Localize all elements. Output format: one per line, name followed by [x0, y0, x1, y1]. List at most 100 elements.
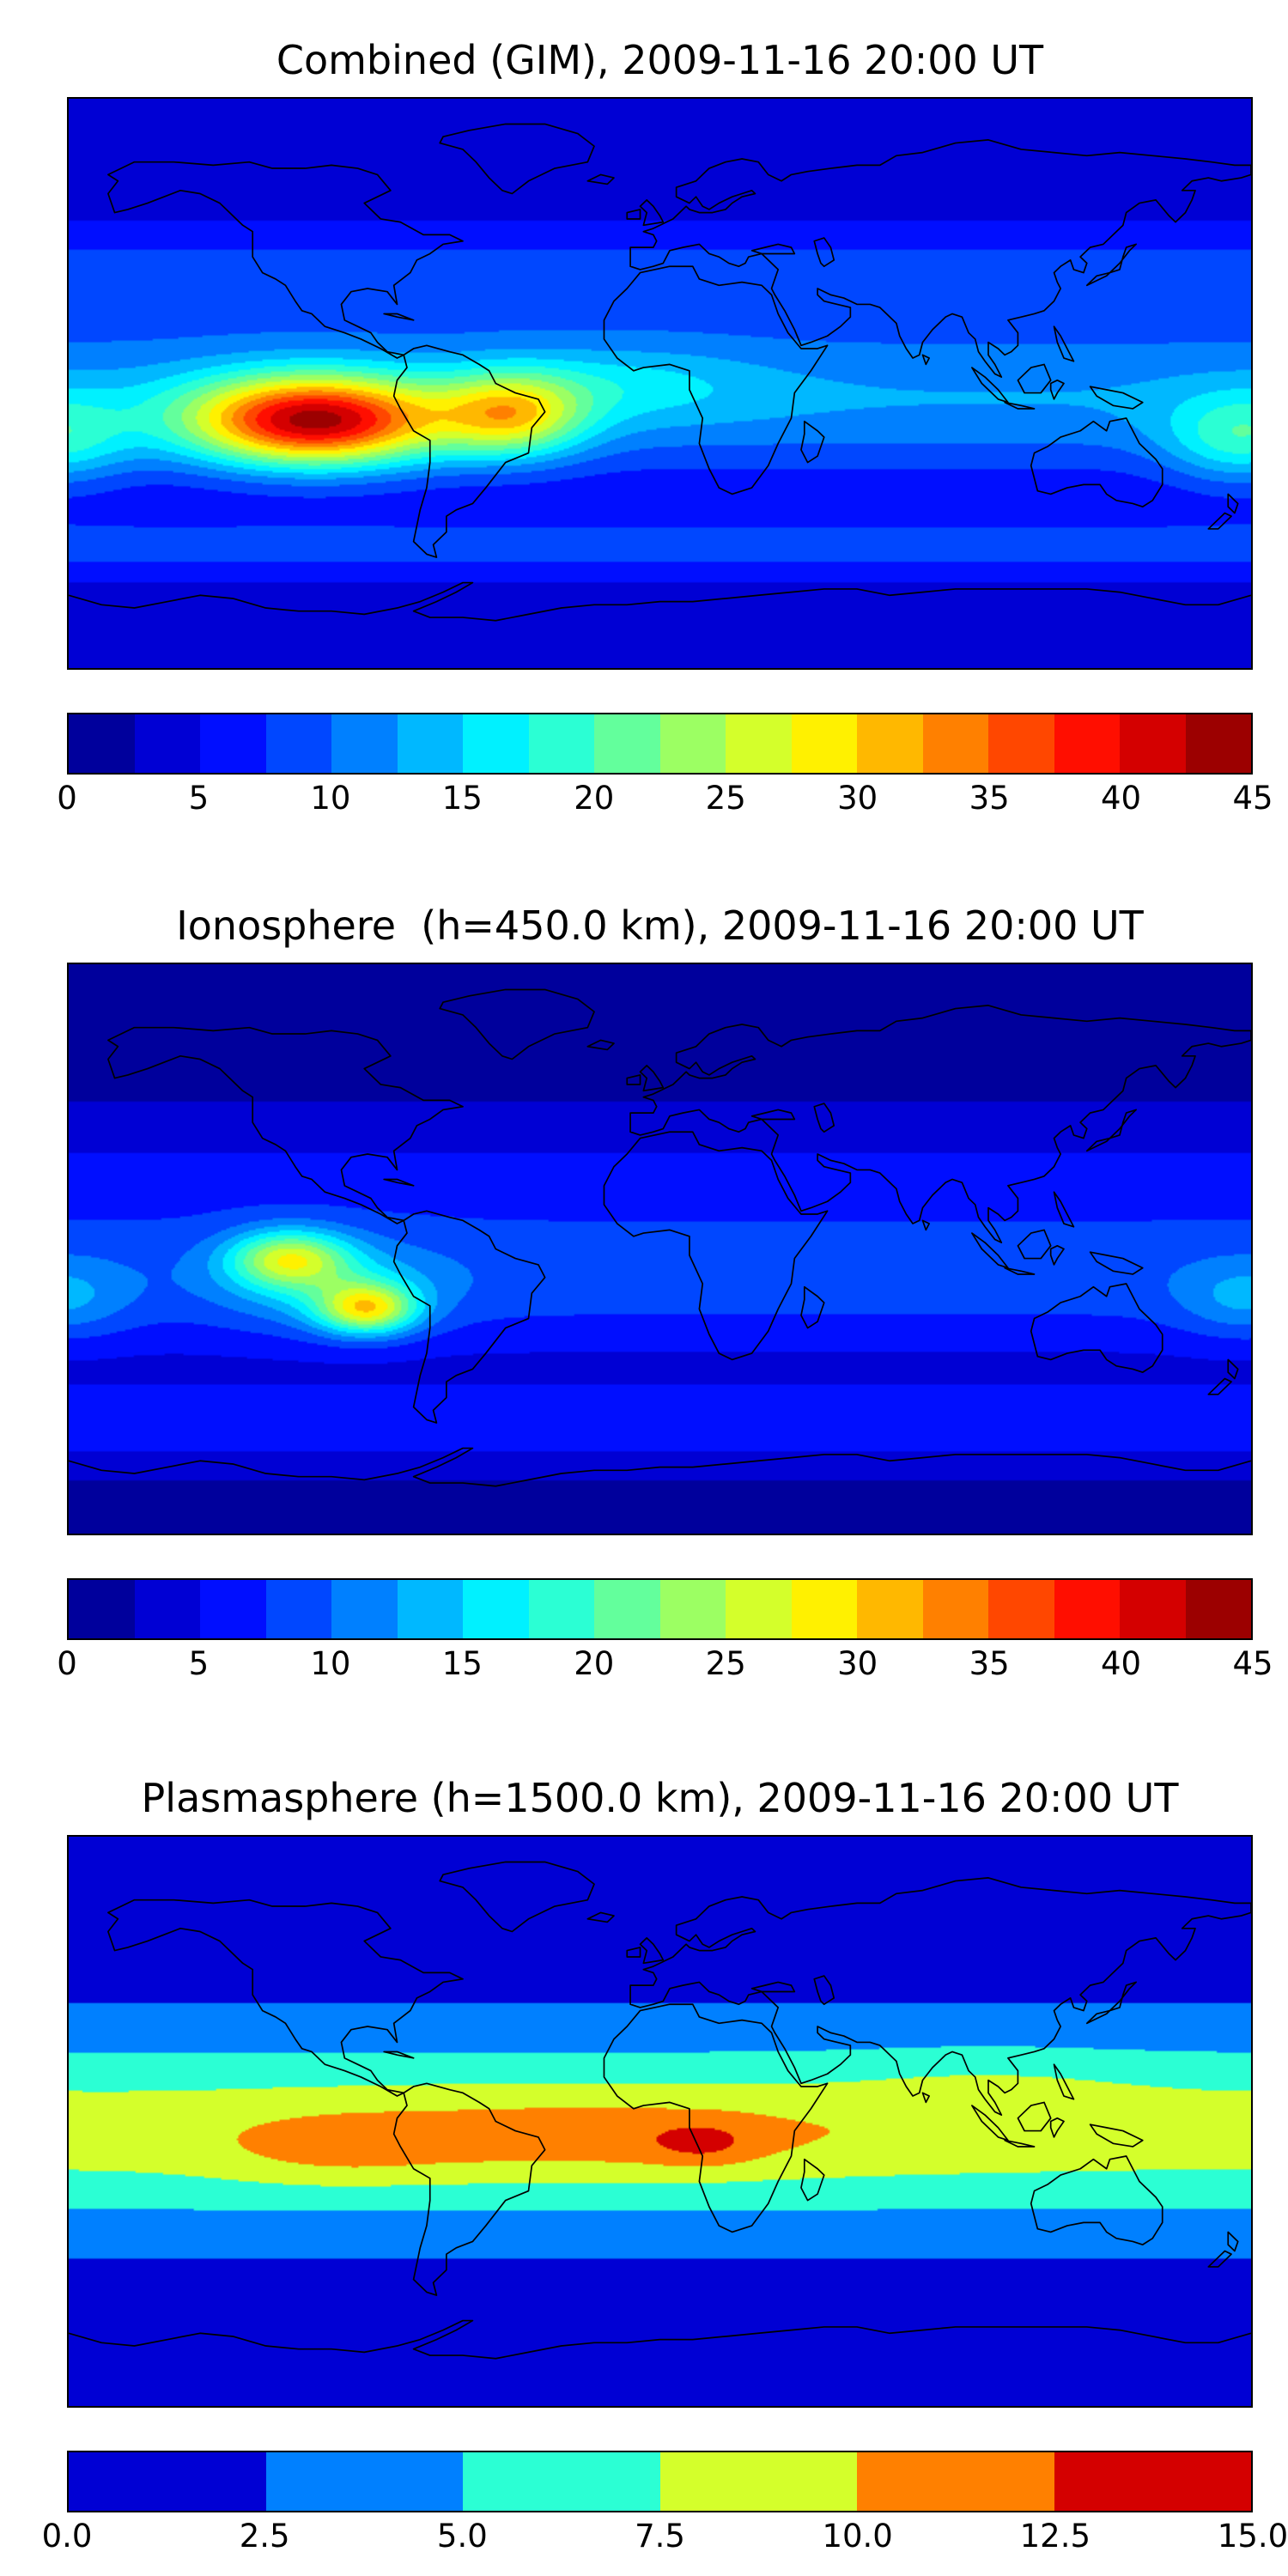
- colorbar-segment: [69, 714, 135, 773]
- coastline-path: [69, 583, 1251, 621]
- coastline-path: [1228, 1359, 1237, 1378]
- coastline-path: [972, 1233, 1008, 1268]
- coastline-path: [1054, 2064, 1074, 2099]
- tick-label: 5.0: [436, 2518, 488, 2555]
- colorbar-segment: [265, 1580, 331, 1638]
- coastline-path: [1051, 380, 1064, 399]
- coastline-path: [627, 210, 640, 219]
- tick-label: 40: [1101, 780, 1142, 817]
- panel-title-plasmasphere: Plasmasphere (h=1500.0 km), 2009-11-16 2…: [141, 1775, 1179, 1821]
- coastline-path: [604, 1132, 827, 1359]
- coastline-path: [587, 1040, 614, 1049]
- colorbar-segment: [1054, 714, 1120, 773]
- colorbar-segment: [1120, 714, 1186, 773]
- colorbar-ticks-ionosphere: 0 5 10 15 20 25 30 35 40 45: [57, 1645, 1273, 1686]
- coastline-path: [752, 244, 795, 253]
- colorbar-combined: [67, 713, 1253, 775]
- tick-label: 40: [1101, 1645, 1142, 1682]
- coastline-path: [1051, 1246, 1064, 1265]
- coastline-overlay: [69, 1837, 1251, 2406]
- tick-label: 15: [441, 1645, 483, 1682]
- coastline-path: [1091, 1252, 1143, 1274]
- colorbar-segment: [659, 1580, 726, 1638]
- coastline-path: [1091, 386, 1143, 409]
- colorbar-segment: [659, 714, 726, 773]
- tick-label: 15: [441, 780, 483, 817]
- colorbar-segment: [331, 1580, 398, 1638]
- tick-label: 45: [1232, 1645, 1273, 1682]
- colorbar-segment: [726, 714, 792, 773]
- coastline-path: [384, 1179, 413, 1185]
- coastline-path: [801, 1287, 824, 1328]
- coastline-path: [108, 1028, 463, 1224]
- colorbar-segment: [463, 1580, 529, 1638]
- tick-label: 15.0: [1217, 2518, 1288, 2555]
- panel-combined-gim: Combined (GIM), 2009-11-16 20:00 UT 0 5 10…: [57, 0, 1273, 821]
- tick-label: 0: [57, 1645, 77, 1682]
- coastline-path: [1228, 494, 1237, 513]
- tick-label: 20: [574, 780, 615, 817]
- coastline-path: [1208, 513, 1231, 529]
- colorbar-segment: [922, 1580, 988, 1638]
- coastline-path: [641, 1066, 664, 1091]
- colorbar-segment: [594, 1580, 660, 1638]
- coastline-path: [627, 1075, 640, 1084]
- coastline-path: [1208, 1379, 1231, 1394]
- coastline-path: [440, 124, 594, 193]
- tick-label: 5: [188, 780, 210, 817]
- coastline-path: [1054, 326, 1074, 361]
- colorbar-segment: [1185, 1580, 1251, 1638]
- coastline-path: [801, 2160, 824, 2201]
- colorbar-segment: [1054, 1580, 1120, 1638]
- coastline-path: [1208, 2251, 1231, 2267]
- colorbar-ticks-plasmasphere: 0.0 2.5 5.0 7.5 10.0 12.5 15.0: [42, 2518, 1288, 2559]
- coastline-path: [1018, 364, 1050, 392]
- coastline-path: [627, 1947, 640, 1957]
- colorbar-plasmasphere: [67, 2451, 1253, 2512]
- coastline-path: [630, 140, 1251, 377]
- coastline-path: [394, 345, 545, 557]
- coastline-path: [1018, 2102, 1050, 2130]
- coastline-path: [1005, 2141, 1034, 2147]
- tec-field-canvas: [69, 964, 1251, 1534]
- coastline-path: [814, 1976, 834, 2004]
- coastline-path: [587, 1912, 614, 1922]
- coastline-path: [972, 368, 1008, 403]
- colorbar-segment: [331, 714, 398, 773]
- coastline-path: [1018, 1230, 1050, 1258]
- coastline-path: [1005, 403, 1034, 409]
- coastline-path: [394, 2083, 545, 2295]
- colorbar-segment: [69, 2452, 266, 2511]
- coastline-path: [1087, 244, 1136, 285]
- colorbar-segment: [397, 714, 463, 773]
- colorbar-segment: [265, 714, 331, 773]
- coastline-path: [440, 1862, 594, 1931]
- colorbar-segment: [659, 2452, 857, 2511]
- colorbar-segment: [988, 1580, 1054, 1638]
- coastline-path: [1031, 2156, 1163, 2245]
- panel-ionosphere: Ionosphere (h=450.0 km), 2009-11-16 20:0…: [57, 821, 1273, 1686]
- coastline-path: [69, 1449, 1251, 1486]
- colorbar-segment: [1185, 714, 1251, 773]
- coastline-path: [923, 1220, 930, 1230]
- tick-label: 0.0: [41, 2518, 93, 2555]
- tick-label: 35: [969, 780, 1010, 817]
- coastline-path: [1031, 1284, 1163, 1372]
- coastline-path: [752, 1109, 795, 1119]
- tick-label: 25: [705, 1645, 746, 1682]
- coastline-path: [1051, 2118, 1064, 2137]
- colorbar-segment: [265, 2452, 463, 2511]
- colorbar-ionosphere: [67, 1578, 1253, 1640]
- coastline-path: [1031, 418, 1163, 507]
- colorbar-segment: [69, 1580, 135, 1638]
- colorbar-segment: [200, 1580, 266, 1638]
- coastline-path: [814, 1103, 834, 1132]
- tec-field-canvas: [69, 1837, 1251, 2406]
- tick-label: 25: [705, 780, 746, 817]
- coastline-path: [384, 313, 413, 319]
- tick-label: 10: [310, 1645, 351, 1682]
- colorbar-segment: [857, 2452, 1054, 2511]
- colorbar-segment: [463, 714, 529, 773]
- coastline-path: [1005, 1268, 1034, 1274]
